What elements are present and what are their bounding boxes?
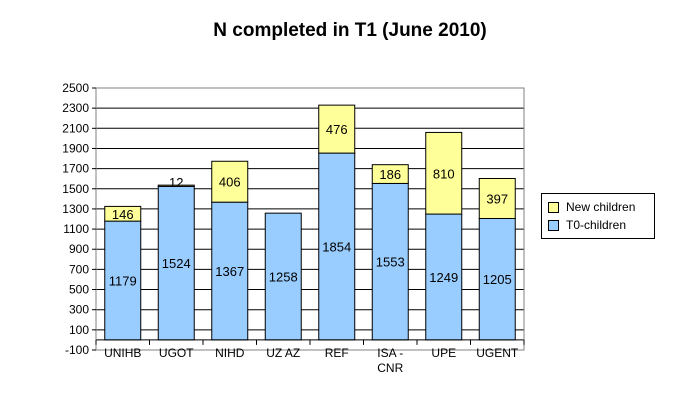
bar-new-children — [157, 184, 195, 187]
legend-label: New children — [566, 200, 636, 214]
y-tick-label: 1700 — [62, 162, 89, 176]
data-label-new-children: 186 — [379, 167, 401, 182]
x-tick-label: UNIHB — [104, 346, 141, 360]
x-tick-label: ISA - — [377, 346, 403, 360]
y-tick-label: 1100 — [63, 222, 89, 236]
data-label-t0-children: 1249 — [429, 270, 458, 285]
bar-t0-children — [318, 152, 356, 341]
bar-new-children — [425, 131, 463, 215]
chart-title: N completed in T1 (June 2010) — [213, 20, 487, 41]
x-tick-label: REF — [325, 346, 349, 360]
x-tick-label: UGENT — [476, 346, 519, 360]
legend-item: T0-children — [548, 216, 648, 234]
legend-swatch — [548, 201, 559, 213]
data-label-t0-children: 1179 — [109, 274, 137, 289]
data-label-t0-children: 1854 — [322, 240, 351, 255]
y-tick-label: 2500 — [62, 81, 89, 95]
y-tick-label: 500 — [69, 283, 89, 297]
bar-new-children — [371, 164, 409, 184]
y-tick-label: 700 — [69, 262, 89, 276]
y-tick-label: 2100 — [62, 121, 89, 135]
y-tick-label: 900 — [69, 242, 89, 256]
data-label-new-children: 476 — [326, 122, 348, 137]
y-tick-label: 1900 — [62, 141, 89, 155]
y-tick-label: 300 — [69, 303, 89, 317]
x-tick-label: UZ AZ — [266, 346, 300, 360]
y-tick-label: 1300 — [62, 202, 89, 216]
data-label-t0-children: 1524 — [162, 256, 191, 271]
bar-new-children — [318, 104, 356, 154]
x-tick-label: UGOT — [159, 346, 194, 360]
legend-item: New children — [548, 198, 648, 216]
bar-new-children — [211, 160, 249, 203]
data-label-new-children: 12 — [169, 175, 183, 190]
bar-t0-children — [264, 212, 302, 341]
data-label-t0-children: 1258 — [269, 270, 298, 285]
plot-border — [95, 87, 525, 351]
data-label-t0-children: 1205 — [483, 272, 512, 287]
x-tick-label: CNR — [377, 361, 403, 375]
data-label-new-children: 397 — [486, 191, 508, 206]
x-tick-label: NIHD — [215, 346, 245, 360]
bar-new-children — [478, 177, 516, 219]
bar-t0-children — [371, 182, 409, 341]
x-tick-label: UPE — [431, 346, 456, 360]
data-label-t0-children: 1553 — [376, 255, 405, 270]
legend: New children T0-children — [541, 193, 655, 239]
legend-label: T0-children — [566, 218, 627, 232]
y-tick-label: 2300 — [62, 101, 89, 115]
data-label-new-children: 406 — [219, 175, 241, 190]
y-tick-label: 100 — [69, 323, 89, 337]
y-tick-label: 1500 — [62, 182, 89, 196]
data-label-t0-children: 1367 — [215, 264, 244, 279]
data-label-new-children: 810 — [433, 166, 455, 181]
bar-t0-children — [211, 201, 249, 341]
bar-new-children — [104, 205, 142, 222]
legend-swatch — [548, 219, 559, 231]
data-label-new-children: 146 — [112, 207, 134, 222]
y-tick-label: -100 — [65, 343, 89, 357]
